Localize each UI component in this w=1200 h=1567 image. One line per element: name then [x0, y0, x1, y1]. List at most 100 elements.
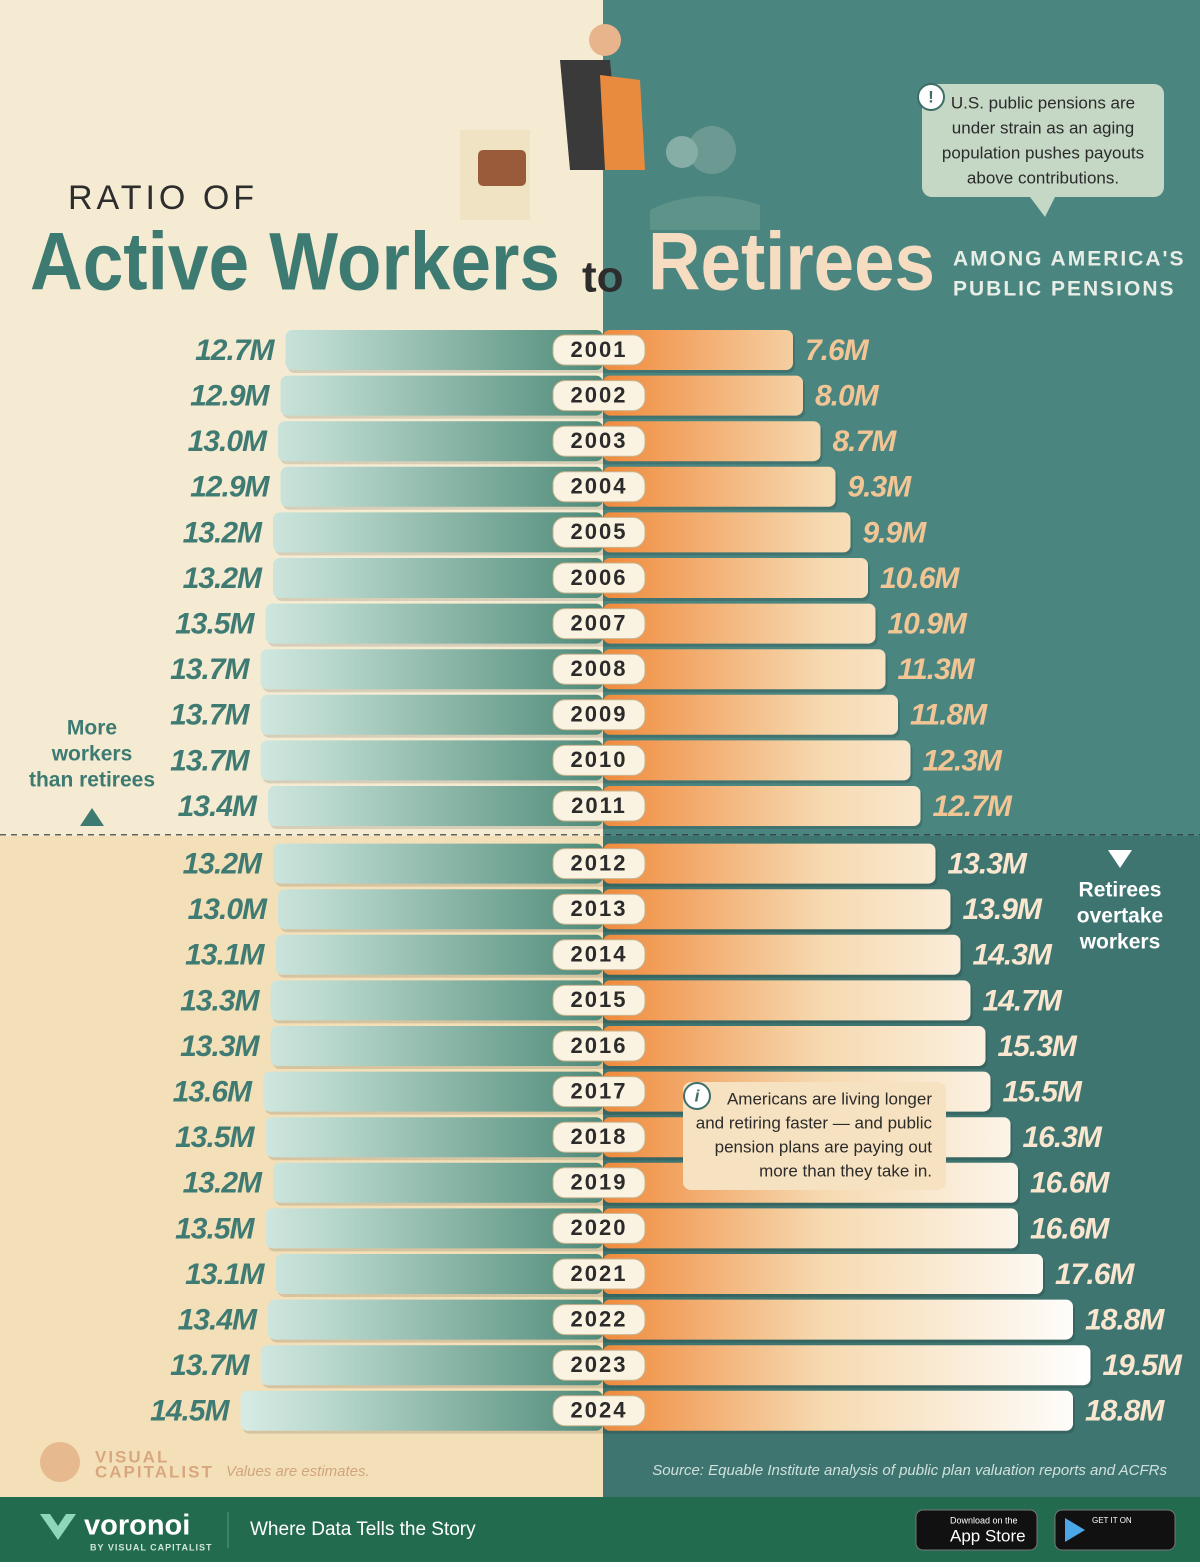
note-icon: !: [928, 87, 934, 106]
year-label: 2016: [571, 1033, 628, 1058]
retiree-bar: [603, 649, 886, 690]
retiree-bar: [603, 1254, 1043, 1294]
retiree-bar: [603, 1026, 986, 1066]
retiree-bar: [603, 786, 921, 826]
retiree-value-label: 18.8M: [1085, 1395, 1165, 1428]
source: Source: Equable Institute analysis of pu…: [652, 1462, 1167, 1479]
year-label: 2001: [571, 337, 628, 362]
retiree-value-label: 14.3M: [973, 939, 1053, 972]
year-label: 2018: [571, 1124, 628, 1149]
year-pill: [552, 744, 646, 776]
worker-bar: [260, 694, 603, 735]
year-pill: [552, 562, 646, 594]
butterfly-chart: 2001 12.7M 7.6M 2002 12.9M 8.0M 2003 13.0M 8.7M 2…: [0, 330, 1200, 1434]
worker-value-label: 13.7M: [170, 1349, 250, 1382]
side-label: workers: [51, 743, 133, 766]
year-label: 2004: [571, 474, 628, 499]
note-line: under strain as an aging: [952, 118, 1134, 137]
year-pill: [552, 1121, 646, 1153]
retiree-value-label: 11.8M: [910, 699, 988, 732]
side-label: More: [67, 717, 117, 740]
worker-value-label: 13.0M: [188, 893, 268, 926]
year-label: 2014: [571, 942, 628, 967]
note-icon: i: [695, 1086, 701, 1105]
year-pill: [552, 1258, 646, 1290]
worker-value-label: 14.5M: [150, 1395, 230, 1428]
worker-value-label: 13.3M: [180, 1030, 260, 1063]
retiree-bar: [603, 740, 911, 781]
worker-value-label: 12.9M: [190, 380, 270, 413]
side-label: workers: [1079, 931, 1161, 954]
retiree-bar: [603, 330, 793, 370]
retiree-bar: [603, 1390, 1073, 1431]
year-label: 2002: [571, 382, 628, 407]
year-pill: [552, 939, 646, 971]
note-line: population pushes payouts: [942, 143, 1144, 162]
worker-bar: [273, 1162, 603, 1203]
worker-value-label: 13.0M: [188, 425, 268, 458]
worker-value-label: 13.4M: [178, 790, 258, 823]
year-label: 2003: [571, 428, 628, 453]
retiree-bar: [603, 694, 898, 735]
brand-icon: [40, 1442, 80, 1482]
retiree-bar: [603, 375, 803, 416]
title-left: Active Workers: [30, 217, 560, 308]
retiree-value-label: 8.0M: [815, 380, 880, 413]
worker-bar: [260, 1345, 603, 1386]
year-label: 2010: [571, 747, 628, 772]
worker-value-label: 13.7M: [170, 699, 250, 732]
worker-value-label: 13.5M: [175, 608, 255, 641]
retiree-value-label: 19.5M: [1103, 1349, 1183, 1382]
year-pill: [552, 893, 646, 925]
app-store-button[interactable]: [915, 1509, 1038, 1551]
year-label: 2007: [571, 610, 628, 635]
side-label: than retirees: [29, 769, 155, 792]
year-pill: [552, 1076, 646, 1108]
retiree-bar: [603, 558, 868, 598]
worker-bar: [265, 603, 603, 644]
year-label: 2011: [571, 793, 627, 818]
retiree-value-label: 8.7M: [833, 425, 898, 458]
year-pill: [552, 790, 646, 822]
worker-value-label: 13.6M: [173, 1076, 253, 1109]
retiree-value-label: 12.7M: [933, 790, 1013, 823]
retiree-value-label: 9.3M: [848, 471, 913, 504]
worker-value-label: 13.5M: [175, 1212, 255, 1245]
retiree-value-label: 7.6M: [805, 334, 870, 367]
retiree-value-label: 16.6M: [1030, 1167, 1110, 1200]
worker-bar: [268, 1299, 603, 1340]
worker-value-label: 13.2M: [183, 1167, 263, 1200]
tagline: Where Data Tells the Story: [250, 1519, 476, 1540]
title-prefix: RATIO OF: [68, 179, 258, 217]
worker-value-label: 13.2M: [183, 562, 263, 595]
worker-bar: [240, 1390, 603, 1431]
disclaimer: Values are estimates.: [226, 1463, 370, 1480]
note-line: Americans are living longer: [727, 1089, 932, 1108]
subtitle: PUBLIC PENSIONS: [953, 278, 1176, 301]
retiree-value-label: 16.3M: [1023, 1121, 1103, 1154]
title-right: Retirees: [648, 217, 935, 308]
year-label: 2023: [571, 1352, 628, 1377]
year-label: 2019: [571, 1170, 628, 1195]
note-line: U.S. public pensions are: [951, 93, 1135, 112]
year-pill: [552, 334, 646, 366]
worker-value-label: 13.2M: [183, 848, 263, 881]
retiree-value-label: 14.7M: [983, 984, 1063, 1017]
year-label: 2020: [571, 1215, 628, 1240]
retiree-value-label: 10.9M: [888, 608, 968, 641]
google-play-button[interactable]: [1054, 1509, 1176, 1551]
retiree-value-label: 11.3M: [898, 653, 976, 686]
year-pill: [552, 608, 646, 640]
worker-bar: [263, 1071, 603, 1112]
top-note: ! U.S. public pensions are under strain a…: [917, 83, 1164, 217]
side-label: Retirees: [1079, 879, 1162, 902]
year-label: 2008: [571, 656, 628, 681]
worker-bar: [270, 1026, 603, 1066]
worker-bar: [275, 1254, 603, 1294]
side-label: overtake: [1077, 905, 1163, 928]
retiree-value-label: 10.6M: [880, 562, 960, 595]
year-pill: [552, 1167, 646, 1199]
year-pill: [552, 984, 646, 1016]
note-line: and retiring faster — and public: [696, 1113, 933, 1132]
